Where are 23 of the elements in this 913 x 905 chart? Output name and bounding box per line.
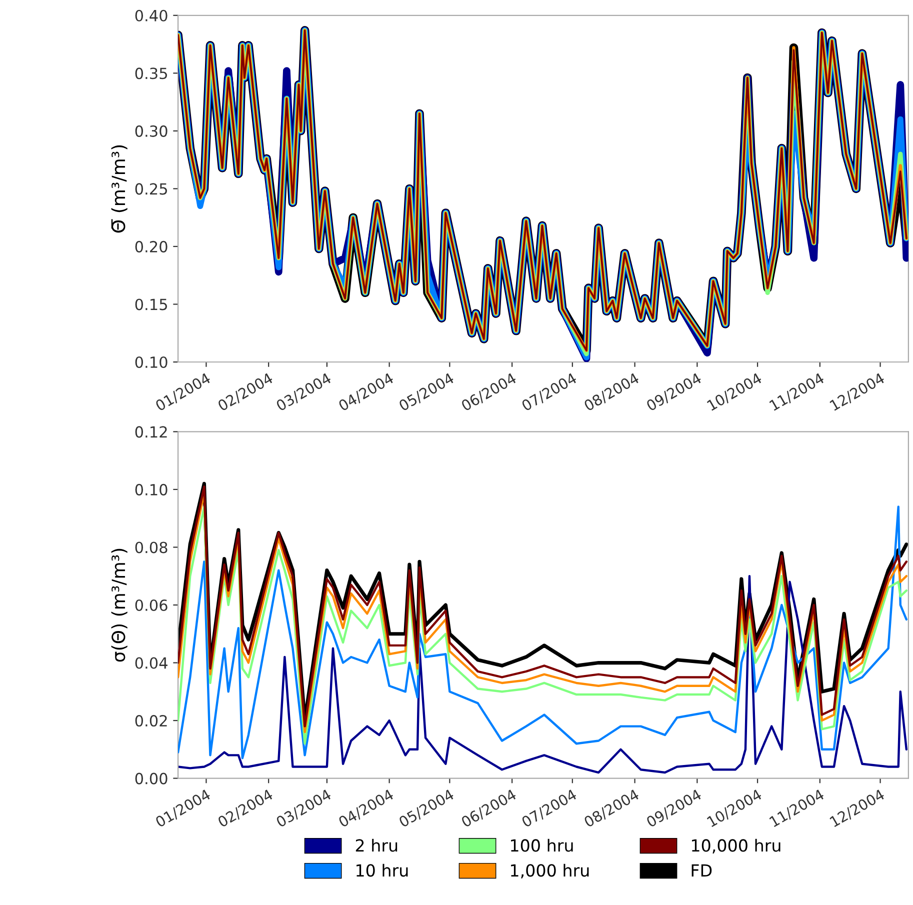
y-tick-label: 0.00	[135, 772, 168, 784]
legend-label: 2 hru	[356, 838, 398, 852]
y-tick-label: 0.02	[135, 714, 167, 727]
y-tick-label: 0.30	[135, 125, 168, 137]
legend-label: 100 hru	[511, 838, 573, 852]
legend-label: 10,000 hru	[692, 838, 780, 854]
legend-label: FD	[692, 864, 712, 876]
legend-label: 10 hru	[356, 864, 408, 877]
y-tick-label: 0.10	[135, 484, 168, 496]
y-tick-label: 0.40	[135, 10, 168, 22]
y-tick-label: 0.35	[135, 68, 167, 80]
y-tick-label: 0.04	[135, 657, 168, 669]
y-tick-label: 0.06	[135, 599, 168, 612]
y-tick-label: 0.15	[135, 298, 167, 310]
y-tick-label: 0.25	[135, 183, 167, 195]
y-axis-title: σ(Θ) (m³/m³)	[111, 548, 128, 662]
y-tick-label: 0.12	[135, 426, 167, 438]
y-axis-title: Θ̅ (m³/m³)	[111, 145, 128, 233]
y-tick-label: 0.10	[135, 356, 168, 368]
line-series	[178, 575, 908, 774]
y-tick-label: 0.08	[135, 542, 168, 554]
y-tick-label: 0.20	[135, 240, 168, 252]
legend-label: 1,000 hru	[511, 864, 589, 878]
